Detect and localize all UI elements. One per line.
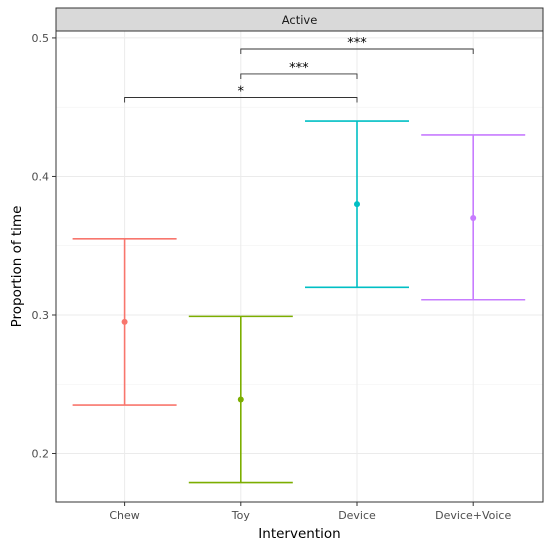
x-axis: Chew Toy Device Device+Voice — [109, 502, 511, 522]
panel-background — [56, 31, 543, 502]
significance-label: * — [238, 84, 245, 99]
significance-bracket — [240, 48, 474, 55]
error-bars — [72, 120, 526, 484]
point-estimate-device — [354, 201, 360, 208]
significance-bracket — [124, 97, 358, 103]
significance-label: *** — [289, 61, 309, 76]
y-tick-label: 0.5 — [32, 32, 50, 45]
panel-border — [55, 30, 544, 503]
x-tick-label: Device+Voice — [435, 509, 511, 522]
x-tick-label: Chew — [109, 509, 139, 522]
significance-brackets: ******* — [124, 36, 474, 103]
y-tick-label: 0.2 — [32, 448, 50, 461]
x-tick-label: Toy — [231, 509, 251, 522]
significance-bracket — [240, 73, 358, 79]
minor-gridlines — [56, 106, 543, 385]
y-axis-title: Proportion of time — [9, 206, 25, 328]
point-estimate-toy — [237, 396, 244, 403]
x-tick-label: Device — [338, 509, 376, 522]
significance-label: *** — [347, 36, 367, 51]
strip-label: Active — [282, 13, 318, 27]
y-tick-label: 0.3 — [32, 309, 50, 322]
point-estimate-device-voice — [470, 215, 477, 222]
point-estimate-chew — [121, 318, 128, 325]
y-axis: 0.2 0.3 0.4 0.5 — [32, 32, 56, 461]
x-axis-title: Intervention — [258, 526, 340, 542]
y-tick-label: 0.4 — [32, 170, 50, 183]
